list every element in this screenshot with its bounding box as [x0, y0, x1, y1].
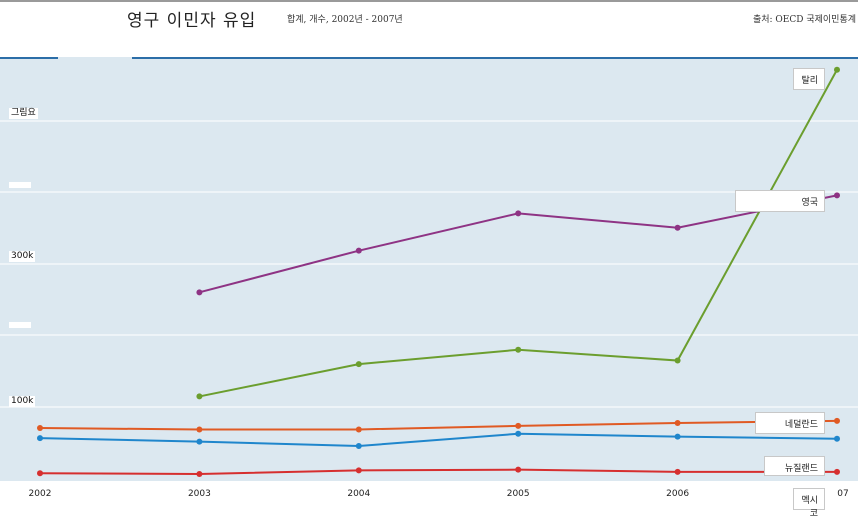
chart-title: 영구 이민자 유입: [127, 11, 257, 31]
series-label: 탈리: [793, 68, 825, 90]
data-point[interactable]: [834, 468, 840, 475]
data-point[interactable]: [834, 66, 840, 73]
chart-header: 영구 이민자 유입 합계, 개수, 2002년 - 2007년 출처: OECD…: [0, 2, 858, 58]
y-tick-label: [9, 182, 31, 188]
data-point[interactable]: [674, 419, 681, 426]
data-point[interactable]: [37, 435, 43, 442]
data-point[interactable]: [196, 438, 203, 445]
top-border: [0, 0, 858, 2]
header-tab-gap: [58, 57, 132, 59]
data-point[interactable]: [515, 346, 522, 353]
series-label: 네덜란드: [755, 412, 825, 434]
x-tick-label: 2004: [347, 489, 371, 499]
data-point[interactable]: [355, 467, 362, 474]
series-line: [39, 468, 837, 475]
data-point[interactable]: [834, 417, 840, 424]
y-tick-label: 그림요: [9, 108, 38, 119]
line-chart: [0, 66, 858, 477]
series-label: 영국: [735, 190, 825, 212]
data-point[interactable]: [515, 422, 522, 429]
data-point[interactable]: [355, 442, 362, 449]
data-point[interactable]: [196, 289, 203, 296]
series-line: [39, 419, 838, 431]
chart-source: 출처: OECD 국제이민통계: [752, 15, 856, 25]
y-tick-label: 300k: [9, 251, 36, 262]
data-point[interactable]: [674, 357, 681, 364]
data-point[interactable]: [834, 192, 840, 199]
data-point[interactable]: [515, 466, 522, 473]
data-point[interactable]: [674, 468, 681, 475]
x-tick-label: 2005: [506, 489, 530, 499]
data-point[interactable]: [196, 470, 203, 477]
data-point[interactable]: [355, 247, 362, 254]
data-point[interactable]: [37, 425, 43, 432]
data-point[interactable]: [674, 224, 681, 231]
data-point[interactable]: [37, 470, 43, 477]
header-divider: [0, 57, 858, 59]
x-tick-label: 2002: [28, 489, 52, 499]
data-point[interactable]: [196, 393, 203, 400]
chart-subtitle: 합계, 개수, 2002년 - 2007년: [287, 15, 403, 25]
data-point[interactable]: [355, 361, 362, 368]
series-label: 뉴질랜드: [764, 456, 825, 476]
x-tick-label: 07: [837, 489, 849, 499]
y-tick-label: 100k: [9, 396, 36, 407]
data-point[interactable]: [196, 426, 203, 433]
data-point[interactable]: [515, 430, 522, 437]
data-point[interactable]: [834, 435, 840, 442]
x-tick-label: 2006: [666, 489, 690, 499]
data-point[interactable]: [674, 433, 681, 440]
y-tick-label: [9, 322, 31, 328]
plot-area: [0, 59, 858, 481]
x-tick-label: 2003: [187, 489, 211, 499]
series-line: [39, 432, 838, 447]
data-point[interactable]: [355, 426, 362, 433]
data-point[interactable]: [515, 210, 522, 217]
